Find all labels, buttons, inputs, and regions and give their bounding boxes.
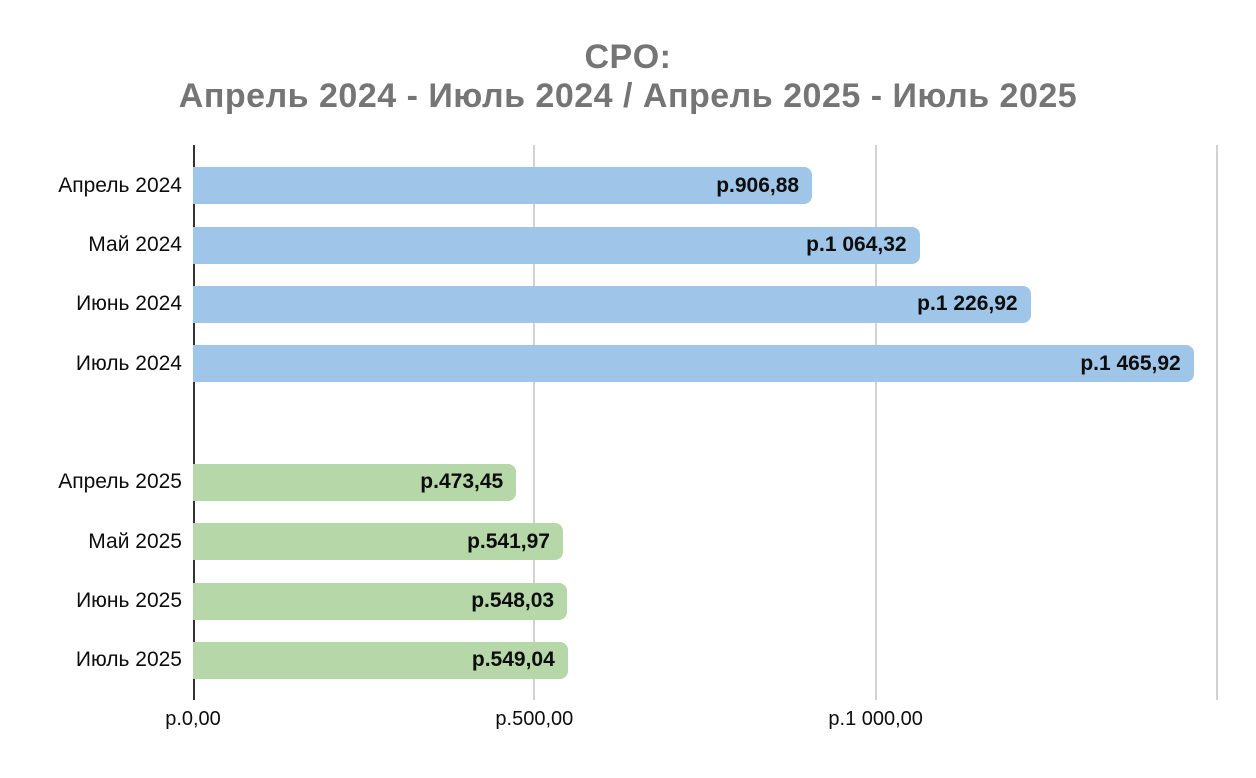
category-label-april-2024: Апрель 2024 (58, 173, 182, 197)
bar-april-2024: р.906,88 (193, 167, 813, 205)
plot-area: Апрель 2024 р.906,88 Май 2024 р.1 064,32… (58, 145, 1218, 730)
x-axis-tick-label-0: р.0,00 (165, 708, 221, 730)
bar-row-june-2024: Июнь 2024 р.1 226,92 (76, 264, 1217, 323)
value-label-april-2024: р.906,88 (716, 173, 800, 197)
bar-row-april-2025: Апрель 2025 р.473,45 (58, 442, 1217, 501)
category-label-may-2024: Май 2024 (88, 233, 182, 257)
bar-may-2025: р.541,97 (193, 523, 563, 561)
bar-row-june-2025: Июнь 2025 р.548,03 (76, 560, 1217, 620)
bar-may-2024: р.1 064,32 (193, 226, 920, 264)
bar-june-2024: р.1 226,92 (193, 285, 1031, 323)
x-axis-tick-label-500: р.500,00 (495, 708, 574, 730)
bar-row-july-2024: Июль 2024 р.1 465,92 (76, 323, 1217, 383)
category-label-june-2024: Июнь 2024 (76, 292, 182, 316)
bar-june-2025: р.548,03 (193, 582, 568, 620)
category-label-june-2025: Июнь 2025 (76, 589, 182, 613)
bar-row-may-2024: Май 2024 р.1 064,32 (88, 204, 1217, 264)
category-label-july-2025: Июль 2025 (75, 648, 182, 672)
category-label-april-2025: Апрель 2025 (58, 470, 182, 494)
value-label-april-2025: р.473,45 (420, 470, 504, 494)
chart-title-line-1: CPO: (584, 38, 672, 76)
bar-row-may-2025: Май 2025 р.541,97 (88, 501, 1217, 561)
gridline-500 (533, 145, 536, 700)
gridline-1000 (874, 145, 877, 700)
bar-july-2025: р.549,04 (193, 641, 568, 679)
value-label-may-2024: р.1 064,32 (806, 233, 907, 257)
gridline-1500 (1216, 145, 1218, 700)
value-label-june-2024: р.1 226,92 (917, 292, 1018, 316)
value-label-july-2024: р.1 465,92 (1080, 351, 1181, 375)
value-label-may-2025: р.541,97 (467, 529, 550, 553)
bar-row-april-2024: Апрель 2024 р.906,88 (58, 145, 1217, 205)
category-label-july-2024: Июль 2024 (75, 351, 182, 375)
y-axis-line (193, 145, 195, 700)
bar-april-2025: р.473,45 (193, 463, 517, 501)
value-label-july-2025: р.549,04 (471, 648, 555, 672)
bar-row-july-2025: Июль 2025 р.549,04 (76, 620, 1217, 679)
category-label-may-2025: Май 2025 (88, 529, 182, 553)
x-axis-tick-label-1000: р.1 000,00 (828, 708, 923, 730)
chart-title: CPO: Апрель 2024 - Июль 2024 / Апрель 20… (0, 38, 1256, 116)
bar-rows: Апрель 2024 р.906,88 Май 2024 р.1 064,32… (58, 145, 1217, 679)
chart-title-line-2: Апрель 2024 - Июль 2024 / Апрель 2025 - … (178, 77, 1078, 115)
bar-july-2024: р.1 465,92 (193, 345, 1194, 383)
value-label-june-2025: р.548,03 (471, 589, 555, 613)
bar-row-spacer (193, 382, 1217, 441)
